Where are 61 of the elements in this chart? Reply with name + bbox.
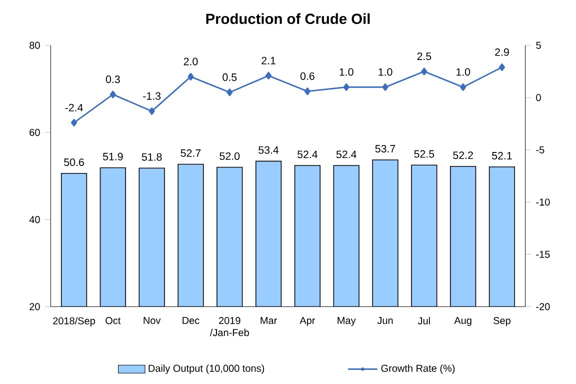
x-tick-label: 2019 /Jan-Feb [210,317,249,336]
data-label: 52.7 [180,149,201,157]
point [498,63,506,72]
x-tick-label: Jun [377,317,393,324]
point [304,88,310,96]
x-tick-label: Apr [300,317,316,326]
data-label: 1.0 [340,68,354,76]
y2-tick-label: 5 [536,42,541,49]
y2-tick-label: -20 [536,303,550,310]
x-tick-label: 2018/Sep [53,317,95,326]
data-label: 52.5 [414,150,434,158]
data-label: 52.2 [453,151,473,160]
data-label: 52.1 [492,152,512,160]
data-label: 2.1 [262,56,276,64]
data-label: 2.5 [417,52,432,60]
y-tick-label: 60 [30,128,40,136]
y2-tick-label: 0 [536,94,541,102]
x-tick-label: Jul [418,317,430,324]
data-label: 50.6 [64,158,84,166]
data-label: 53.7 [375,144,396,152]
data-label: -1.3 [143,92,161,100]
y-tick-label: 40 [29,216,40,224]
legend-label: Growth Rate (%) [381,364,455,374]
point [266,72,272,80]
data-label: 0.3 [106,76,120,84]
data-label: 0.5 [222,73,237,81]
point [188,72,194,80]
y-tick-label: 80 [30,42,40,49]
point [382,83,388,91]
data-label: 2.9 [495,48,509,56]
x-tick-label: Dec [182,317,200,324]
data-label: 2.0 [184,58,198,66]
y2-tick-label: -10 [536,198,550,206]
point [110,90,116,98]
y2-tick-label: -15 [536,250,550,258]
x-tick-label: Nov [144,317,161,324]
y2-tick-label: -5 [536,146,544,154]
legend-label: Daily Output (10,000 tons) [148,364,264,374]
point [421,68,428,76]
data-label: 0.6 [300,72,314,80]
data-label: 52.4 [336,150,356,158]
data-label: -2.4 [65,104,83,112]
point [70,118,78,126]
data-label: 52.0 [220,152,240,160]
x-tick-label: Oct [106,317,121,324]
y-tick-label: 20 [30,303,40,310]
point [460,83,466,91]
data-label: 51.8 [142,153,162,161]
x-tick-label: Aug [454,317,472,326]
x-tick-label: May [338,317,356,326]
data-label: 1.0 [378,68,392,76]
data-label: 51.9 [102,152,123,160]
chart-title: Production of Crude Oil [206,13,370,24]
x-tick-label: Mar [260,317,277,324]
data-label: 53.4 [258,146,279,154]
data-label: 1.0 [456,68,470,76]
point [343,83,350,91]
point [148,107,155,115]
point [226,88,233,96]
data-label: 52.4 [297,150,318,158]
x-tick-label: Sep [494,317,510,326]
